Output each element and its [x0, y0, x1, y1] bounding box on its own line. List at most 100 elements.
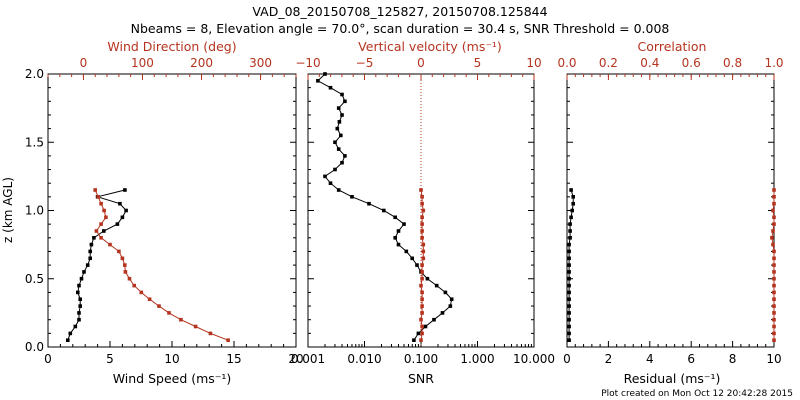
- wind-speed-point: [123, 188, 127, 192]
- correlation-point: [772, 338, 776, 342]
- bottom-tick-label: 10.000: [513, 352, 555, 366]
- residual-point: [567, 263, 571, 267]
- correlation-point: [772, 201, 776, 206]
- wind-direction-point: [139, 290, 144, 295]
- residual-point: [571, 201, 575, 206]
- residual-point: [567, 290, 571, 295]
- top-tick-label: 0.2: [599, 56, 618, 70]
- wind-direction-point: [123, 263, 127, 267]
- snr-point: [425, 276, 430, 281]
- wind-direction-point: [94, 229, 99, 233]
- wind-direction-point: [104, 215, 108, 220]
- correlation-point: [771, 208, 775, 213]
- top-tick-label: 0.0: [557, 56, 576, 70]
- wind-direction-point: [167, 311, 171, 315]
- snr-point: [367, 201, 371, 206]
- wind-speed-point: [77, 311, 81, 315]
- correlation-point: [771, 229, 775, 233]
- correlation-point: [770, 236, 774, 240]
- wind-speed-point: [124, 208, 128, 213]
- snr-point: [323, 174, 327, 179]
- wind-speed-point: [89, 242, 94, 247]
- wind-speed-point: [68, 331, 73, 336]
- title-line2: Nbeams = 8, Elevation angle = 70.0°, sca…: [131, 21, 670, 36]
- vertical-velocity-point: [420, 215, 424, 220]
- panel-residual-frame: [566, 73, 775, 348]
- vertical-velocity-point: [420, 297, 424, 301]
- correlation-point: [772, 311, 776, 315]
- snr-point: [393, 236, 397, 240]
- y-axis-label: z (km AGL): [1, 177, 15, 243]
- bottom-tick-label: 20: [288, 352, 303, 366]
- bottom-tick-label: 8: [729, 352, 737, 366]
- wind-direction-point: [193, 324, 198, 329]
- correlation-point: [772, 317, 776, 322]
- correlation-point: [772, 222, 776, 226]
- top-tick-label: 0: [80, 56, 88, 70]
- y-tick-label: 1.0: [25, 204, 44, 218]
- wind-speed-point: [115, 222, 120, 226]
- snr-point: [396, 229, 401, 233]
- residual-point: [567, 317, 571, 322]
- y-tick-label: 1.5: [25, 135, 44, 149]
- residual-point: [567, 242, 571, 247]
- top-tick-label: 0.8: [723, 56, 742, 70]
- snr-point: [434, 283, 439, 288]
- residual-point: [567, 304, 571, 308]
- snr-point: [340, 113, 344, 117]
- residual-point: [567, 249, 571, 254]
- residual-point: [567, 270, 571, 274]
- vertical-velocity-point: [421, 208, 426, 213]
- wind-direction-point: [123, 270, 128, 274]
- wind-direction-point: [108, 242, 112, 247]
- snr-point: [396, 242, 401, 247]
- bottom-tick-label: 10: [164, 352, 179, 366]
- vertical-velocity-point: [420, 304, 424, 308]
- top-tick-label: −5: [356, 56, 374, 70]
- bottom-tick-label: 10: [766, 352, 781, 366]
- correlation-point: [772, 290, 776, 295]
- correlation-axis-title: Correlation: [638, 39, 707, 54]
- vertical-velocity-point: [419, 188, 423, 192]
- residual-point: [567, 297, 571, 301]
- snr-point: [443, 290, 448, 295]
- vertical-velocity-point: [419, 338, 423, 342]
- snr-axis-title: SNR: [408, 371, 434, 386]
- wind-speed-point: [79, 276, 84, 281]
- top-tick-label: 10: [526, 56, 541, 70]
- bottom-tick-label: 4: [646, 352, 654, 366]
- snr-point: [382, 208, 386, 213]
- wind-speed-point: [76, 290, 80, 295]
- snr-point: [340, 92, 344, 97]
- snr-point: [423, 324, 428, 329]
- vertical-velocity-point: [419, 317, 423, 322]
- wind-speed-point: [92, 236, 96, 240]
- title-line1: VAD_08_20150708_125827, 20150708.125844: [252, 4, 547, 19]
- wind-direction-line: [94, 189, 229, 341]
- snr-line: [317, 73, 453, 341]
- residual-point: [571, 195, 575, 199]
- top-tick-label: 300: [249, 56, 272, 70]
- residual-point: [567, 276, 571, 281]
- wind-speed-point: [120, 215, 125, 220]
- bottom-tick-label: 1.000: [460, 352, 494, 366]
- snr-point: [333, 140, 337, 144]
- wind-direction-point: [117, 249, 121, 254]
- wind-speed-line: [67, 189, 127, 341]
- snr-point: [335, 126, 340, 131]
- top-tick-label: 0.6: [682, 56, 701, 70]
- bottom-tick-label: 0: [44, 352, 52, 366]
- top-tick-label: 0: [417, 56, 425, 70]
- vertical-velocity-point: [421, 249, 426, 254]
- snr-point: [316, 79, 320, 83]
- vertical-velocity-point: [420, 236, 424, 240]
- residual-point: [567, 311, 571, 315]
- correlation-point: [772, 276, 776, 281]
- y-tick-label: 0.5: [25, 272, 44, 286]
- snr-point: [412, 338, 416, 342]
- wind-direction-point: [120, 256, 125, 261]
- correlation-point: [772, 283, 776, 288]
- wind-direction-point: [99, 236, 103, 240]
- bottom-tick-label: 0.100: [404, 352, 438, 366]
- wind-speed-point: [66, 338, 70, 342]
